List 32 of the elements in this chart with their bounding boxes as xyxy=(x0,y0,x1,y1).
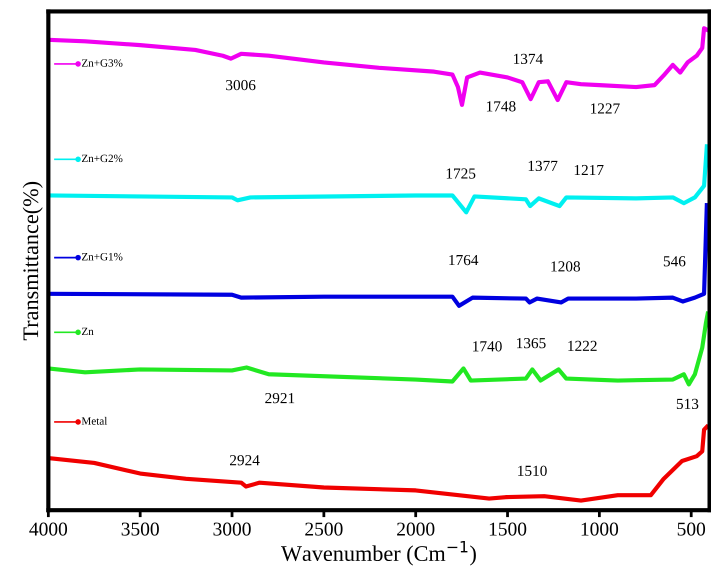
x-tick-label: 2500 xyxy=(305,522,343,536)
x-tick-label: 4000 xyxy=(29,522,68,536)
annotation: 1222 xyxy=(568,340,597,351)
annotation: 1377 xyxy=(528,160,558,172)
annotation: 1764 xyxy=(449,254,478,266)
annotation: 1217 xyxy=(574,164,604,176)
annotation: 513 xyxy=(676,398,698,410)
legend-label: Zn xyxy=(82,328,94,336)
legend-label: Zn+G3% xyxy=(82,59,122,67)
legend-label: Zn+G1% xyxy=(82,252,122,260)
annotation: 1510 xyxy=(518,466,547,476)
x-axis-title: Wavenumber (Cm$^{−1}$) xyxy=(280,540,476,566)
legend-label: Zn+G2% xyxy=(82,154,122,162)
annotation: 1374 xyxy=(514,54,543,64)
annotation: 3006 xyxy=(226,80,256,90)
y-axis-title: Transmittance(%) xyxy=(22,182,43,340)
x-tick-label: 1000 xyxy=(582,522,618,536)
x-tick-label: 1500 xyxy=(490,522,526,536)
annotation: 1365 xyxy=(517,338,546,348)
x-tick-label: 3000 xyxy=(214,522,251,536)
annotation: 1208 xyxy=(551,261,580,272)
annotation: 1748 xyxy=(486,101,516,112)
legend-label: Metal xyxy=(82,416,108,425)
x-tick-label: 500 xyxy=(678,522,706,536)
x-tick-label: 3500 xyxy=(122,522,159,536)
annotation: 1740 xyxy=(473,341,502,352)
annotation: 1725 xyxy=(446,168,476,179)
annotation: 546 xyxy=(664,256,686,266)
annotation: 2921 xyxy=(265,393,294,404)
annotation: 1227 xyxy=(590,103,620,114)
x-tick-label: 2000 xyxy=(397,522,434,536)
annotation: 2924 xyxy=(230,455,260,466)
